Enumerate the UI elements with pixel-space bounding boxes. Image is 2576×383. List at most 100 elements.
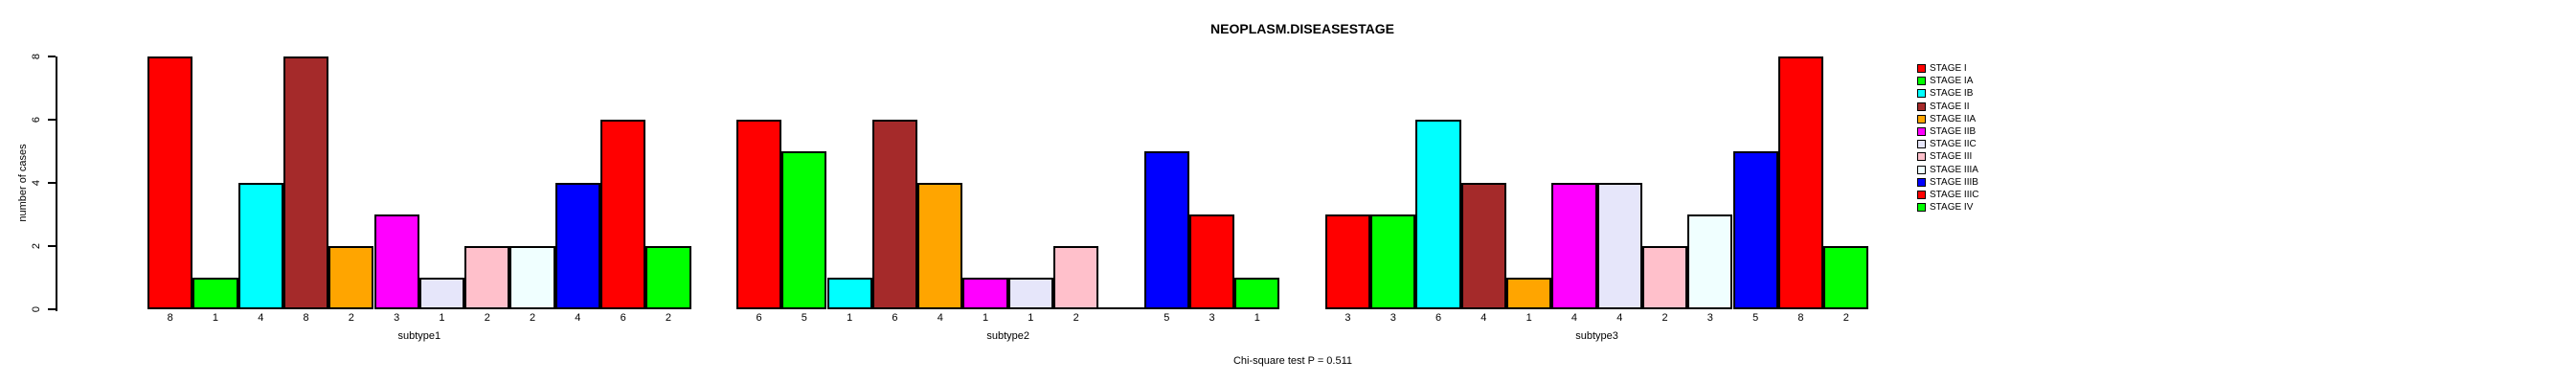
legend-label: STAGE IIIA (1930, 164, 1978, 175)
bar-value-label: 8 (303, 312, 309, 324)
bar (1415, 120, 1461, 309)
bar-value-label: 4 (937, 312, 943, 324)
legend-label: STAGE III (1930, 151, 1973, 163)
bar (1596, 183, 1642, 309)
bar-value-label: 3 (394, 312, 400, 324)
bar-value-label: 1 (1525, 312, 1532, 324)
bar (1777, 56, 1824, 309)
bar-zero-line (1098, 307, 1144, 309)
bar (600, 120, 646, 309)
bar (1732, 151, 1778, 309)
legend-swatch (1917, 77, 1926, 86)
bar (735, 120, 782, 309)
bar-value-label: 2 (665, 312, 671, 324)
y-tick (48, 56, 56, 57)
bar (282, 56, 329, 309)
bar (1234, 278, 1280, 309)
bar (373, 214, 419, 309)
bar-value-label: 6 (756, 312, 762, 324)
bar-value-label: 1 (1254, 312, 1260, 324)
bar-value-label: 8 (1797, 312, 1804, 324)
bar-value-label: 4 (1480, 312, 1487, 324)
legend-swatch (1917, 140, 1926, 149)
legend-label: STAGE IB (1930, 88, 1974, 100)
bar (1460, 183, 1506, 309)
bar (328, 246, 374, 309)
legend-label: STAGE IV (1930, 202, 1974, 214)
bar-value-label: 2 (1073, 312, 1079, 324)
bar (1506, 278, 1552, 309)
y-tick-label: 4 (31, 179, 42, 187)
legend-label: STAGE IIIB (1930, 176, 1978, 188)
bar-value-label: 5 (801, 312, 807, 324)
legend-swatch (1917, 114, 1926, 124)
bar-value-label: 5 (1752, 312, 1759, 324)
legend-label: STAGE IIB (1930, 126, 1977, 137)
legend-swatch (1917, 191, 1926, 199)
bar-value-label: 4 (1616, 312, 1623, 324)
bar (1143, 151, 1189, 309)
bar-value-label: 1 (847, 312, 853, 324)
legend-label: STAGE IIIC (1930, 190, 1979, 200)
bar (554, 183, 600, 309)
y-axis-label: number of cases (17, 144, 29, 222)
legend-swatch (1917, 89, 1926, 99)
bar-value-label: 6 (620, 312, 626, 324)
x-group-label: subtype1 (397, 330, 441, 342)
bar-value-label: 1 (982, 312, 989, 324)
y-tick-label: 0 (31, 305, 42, 313)
legend-label: STAGE II (1930, 101, 1970, 112)
bar (237, 183, 283, 309)
bar-value-label: 1 (212, 312, 218, 324)
bar (1007, 278, 1053, 309)
legend-label: STAGE IIC (1930, 139, 1977, 150)
bar (1188, 214, 1235, 309)
bar-value-label: 4 (1570, 312, 1577, 324)
bar (917, 183, 963, 309)
bar (645, 246, 691, 309)
legend-label: STAGE I (1930, 63, 1967, 74)
legend-swatch (1917, 127, 1926, 136)
legend-label: STAGE IIA (1930, 113, 1977, 124)
y-tick (48, 182, 56, 184)
bar (1551, 183, 1597, 309)
legend-swatch (1917, 64, 1926, 73)
legend-swatch (1917, 101, 1926, 111)
bar-value-label: 2 (348, 312, 354, 324)
bar-value-label: 6 (892, 312, 898, 324)
bar-value-label: 4 (575, 312, 581, 324)
bar-value-label: 1 (439, 312, 445, 324)
legend-swatch (1917, 152, 1926, 162)
bar (826, 278, 872, 309)
bar-value-label: 3 (1344, 312, 1351, 324)
bar (418, 278, 465, 309)
bar (1641, 246, 1688, 309)
bar-value-label: 2 (484, 312, 490, 324)
chart-title: NEOPLASM.DISEASESTAGE (1210, 21, 1394, 36)
chi-square-annotation: Chi-square test P = 0.511 (1232, 355, 1353, 367)
bar-value-label: 3 (1390, 312, 1396, 324)
legend-swatch (1917, 165, 1926, 174)
y-tick (48, 245, 56, 247)
legend-swatch (1917, 203, 1926, 213)
bar (1687, 214, 1733, 309)
bar-value-label: 1 (1028, 312, 1034, 324)
legend-swatch (1917, 177, 1926, 187)
legend-label: STAGE IA (1930, 76, 1974, 87)
bar-value-label: 5 (1164, 312, 1170, 324)
bar-value-label: 3 (1209, 312, 1215, 324)
x-group-label: subtype3 (1575, 330, 1618, 342)
x-group-label: subtype2 (986, 330, 1030, 342)
y-tick (48, 119, 56, 121)
bar (1823, 246, 1869, 309)
bar (871, 120, 918, 309)
y-tick-label: 8 (31, 53, 42, 60)
bar (1324, 214, 1371, 309)
y-tick-label: 6 (31, 116, 42, 124)
bar (781, 151, 827, 309)
bar (962, 278, 1008, 309)
bar-value-label: 4 (258, 312, 264, 324)
bar-value-label: 2 (529, 312, 536, 324)
y-axis-line (56, 56, 57, 311)
